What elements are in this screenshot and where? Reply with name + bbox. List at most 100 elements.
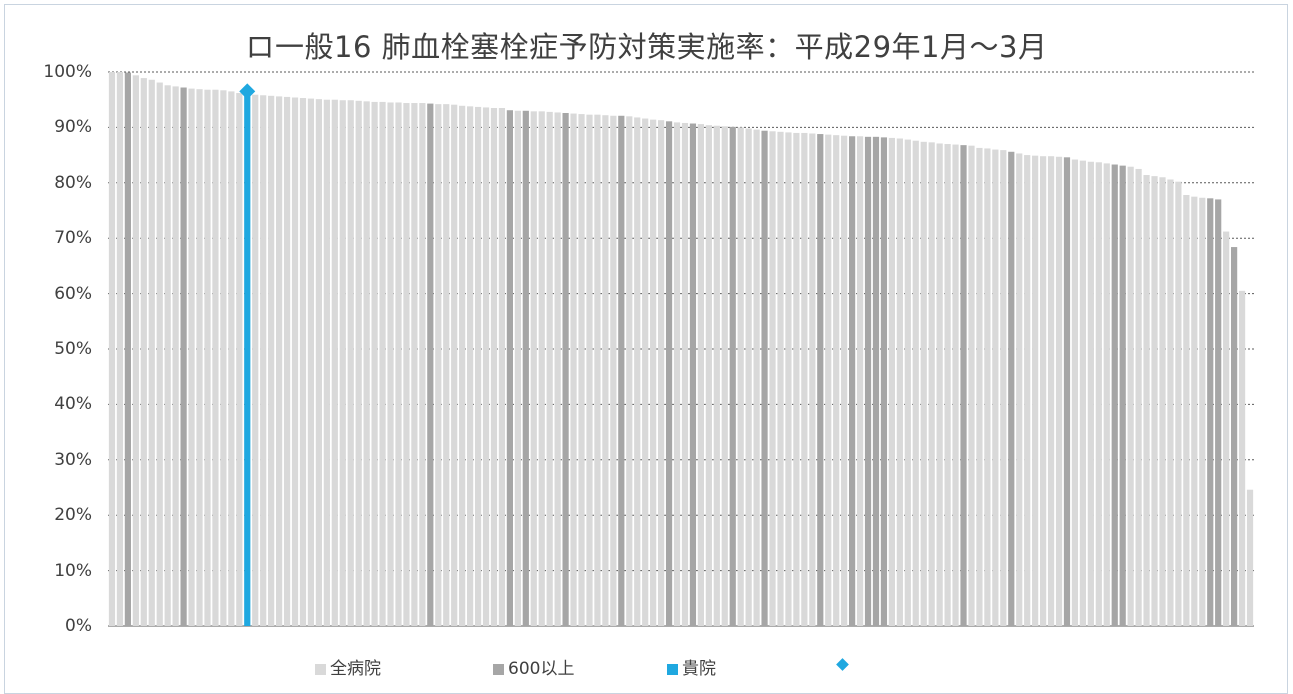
y-tick-label: 20% [54,505,92,526]
bar-all-hospitals [825,134,832,626]
bar-all-hospitals [785,132,792,626]
bar-all-hospitals [1103,163,1110,626]
bar-all-hospitals [602,115,609,627]
bar-600-plus [665,121,673,626]
bar-all-hospitals [658,120,665,626]
bar-all-hospitals [642,118,649,626]
y-tick-label: 30% [54,449,92,470]
bar-all-hospitals [1047,156,1055,626]
bar-600-plus [761,130,768,626]
bar-all-hospitals [379,101,386,627]
legend: 全病院 600以上 貴院 [0,654,1293,679]
bar-600-plus [864,136,872,626]
bar-all-hospitals [164,85,171,627]
bar-all-hospitals [634,117,641,627]
bar-all-hospitals [944,144,951,626]
bar-all-hospitals [1016,153,1023,626]
bar-600-plus [1231,247,1238,626]
bar-all-hospitals [172,86,179,626]
legend-item-marker [836,654,849,674]
bar-all-hospitals [713,125,720,627]
bar-600-plus [689,123,697,627]
chart-title: ロ一般16 肺血栓塞栓症予防対策実施率：平成29年1月～3月 [245,30,1048,64]
bar-all-hospitals [737,127,744,627]
bar-all-hospitals [538,111,545,626]
bar-all-hospitals [721,126,728,626]
y-tick-label: 50% [54,339,92,359]
bar-600-plus [880,137,888,626]
bar-600-plus [1215,199,1222,627]
bar-all-hospitals [769,131,776,626]
plot-area [108,71,1254,627]
bar-all-hospitals [1223,231,1230,627]
bar-600-plus [1063,157,1071,626]
bar-600-plus [849,136,856,626]
bar-600-plus [618,115,625,627]
bar-all-hospitals [331,99,338,626]
bar-600-plus [817,134,824,627]
bar-all-hospitals [315,99,322,626]
legend-label-600-plus: 600以上 [508,659,575,679]
bar-all-hospitals [968,145,975,626]
bar-all-hospitals [570,113,577,627]
bar-all-hospitals [188,88,195,627]
bar-all-hospitals [530,111,537,626]
bar-all-hospitals [411,103,418,626]
bar-600-plus [522,110,529,626]
bar-all-hospitals [546,111,553,626]
bar-600-plus [729,126,736,626]
bar-600-plus [562,113,569,626]
bar-all-hospitals [467,106,474,627]
bar-all-hospitals [1079,160,1086,626]
bar-all-hospitals [753,129,760,626]
bar-600-plus [1119,165,1126,626]
bar-all-hospitals [252,94,259,626]
bar-all-hospitals [1151,176,1158,626]
y-tick-label: 10% [54,560,92,581]
bar-all-hospitals [1143,175,1150,627]
bar-all-hospitals [435,104,442,626]
bar-all-hospitals [793,132,800,626]
bar-600-plus [1111,164,1118,626]
bar-all-hospitals [809,133,816,627]
bar-all-hospitals [498,108,506,626]
bar-all-hospitals [419,103,426,626]
bar-all-hospitals [745,128,752,626]
bar-all-hospitals [1087,161,1094,626]
bar-all-hospitals [387,102,394,627]
y-tick-label: 40% [54,394,92,415]
legend-swatch-all [315,663,326,675]
legend-swatch-own [667,663,678,675]
y-tick-label: 60% [54,283,92,304]
bar-all-hospitals [1135,168,1142,626]
bar-all-hospitals [1238,290,1246,626]
bar-all-hospitals [228,91,235,626]
bar-all-hospitals [1000,150,1007,627]
bar-600-plus [427,103,434,626]
bar-all-hospitals [299,98,307,627]
bar-all-hospitals [132,75,139,626]
bar-600-plus [960,145,967,626]
bar-all-hospitals [403,103,410,626]
bar-all-hospitals [586,114,593,626]
bar-600-plus [124,72,131,627]
bar-600-plus [872,136,880,626]
bar-all-hospitals [920,141,927,627]
bar-all-hospitals [1183,194,1190,627]
bar-all-hospitals [1246,489,1254,626]
bar-all-hospitals [984,148,991,626]
bar-all-hospitals [856,136,864,626]
bar-all-hospitals [841,135,848,626]
bar-all-hospitals [220,90,227,626]
bar-600-plus [180,87,187,626]
bar-all-hospitals [594,114,601,626]
legend-swatch-600-plus [493,663,504,675]
bar-all-hospitals [673,122,681,626]
bar-all-hospitals [1199,197,1206,626]
bar-600-plus [1207,198,1214,626]
bar-all-hospitals [291,97,299,627]
bar-all-hospitals [283,96,291,627]
bar-all-hospitals [474,106,482,626]
bar-all-hospitals [697,124,704,626]
bar-all-hospitals [347,100,354,626]
